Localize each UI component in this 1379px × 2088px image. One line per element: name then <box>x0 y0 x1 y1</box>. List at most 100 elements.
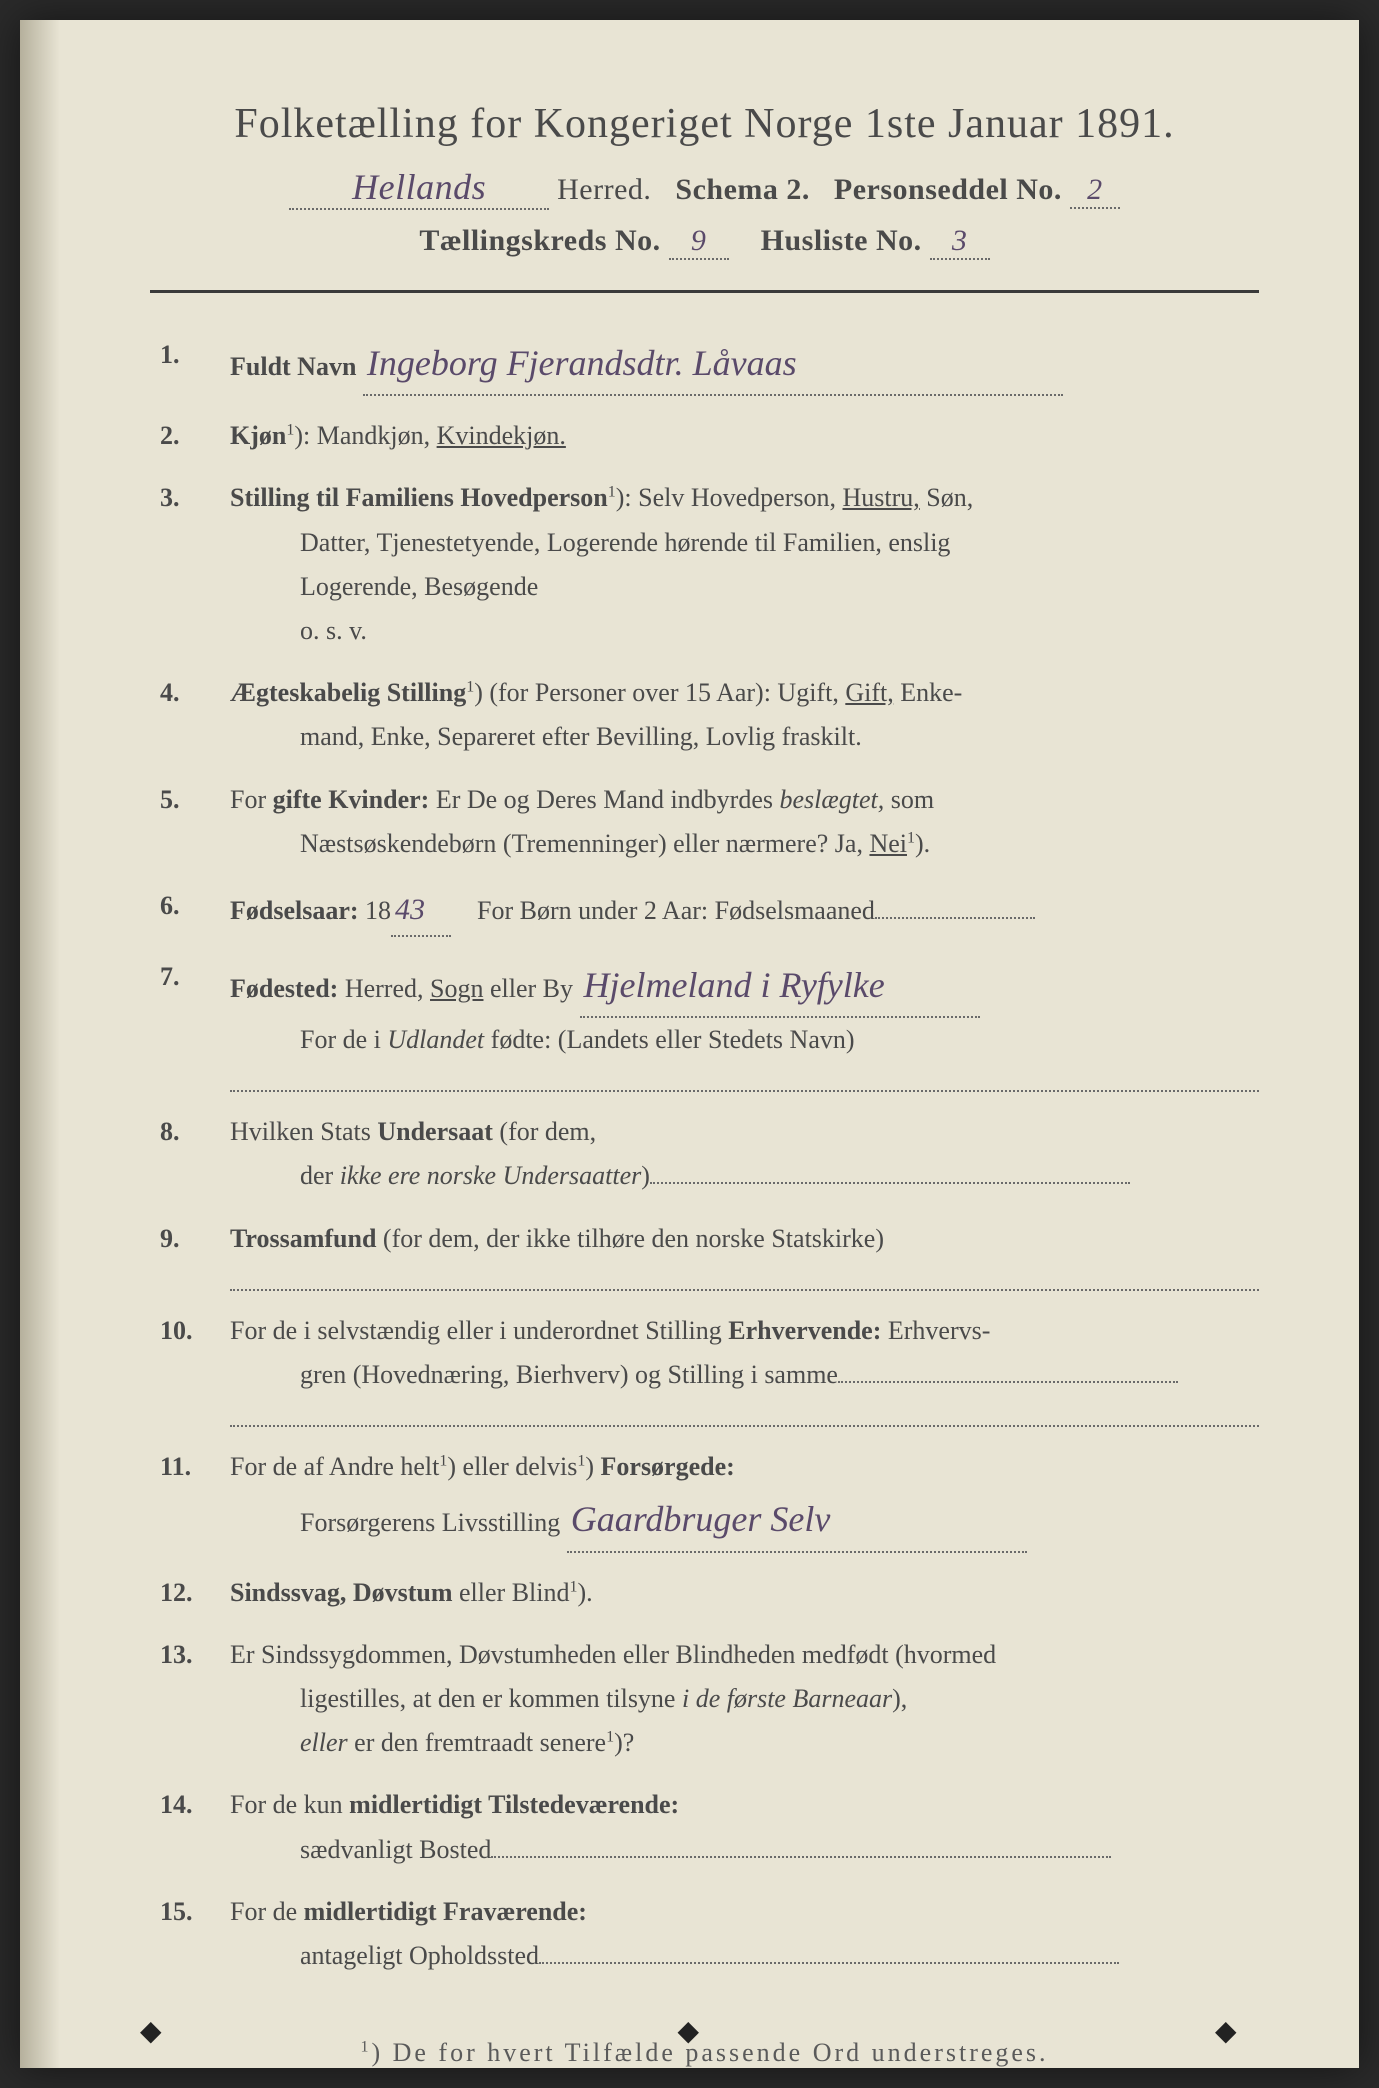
text-ital: eller <box>300 1728 348 1757</box>
text-ital: ikke ere norske Undersaatter <box>340 1161 642 1190</box>
text: ). <box>578 1578 593 1607</box>
pin-icon: ◆ <box>1215 2014 1239 2038</box>
item-body: For gifte Kvinder: Er De og Deres Mand i… <box>230 778 1259 866</box>
census-form-page: Folketælling for Kongeriget Norge 1ste J… <box>20 20 1359 2068</box>
text: Næstsøskendebørn (Tremenninger) eller næ… <box>300 829 869 858</box>
item-num: 5. <box>160 778 230 866</box>
text: sædvanligt Bosted <box>300 1835 491 1864</box>
birthplace-value: Hjelmeland i Ryfylke <box>580 955 980 1018</box>
year-value: 43 <box>391 884 451 937</box>
field-label: Ægteskabelig Stilling <box>230 678 466 707</box>
item-11: 11. For de af Andre helt1) eller delvis1… <box>160 1445 1259 1552</box>
item-15: 15. For de midlertidigt Fraværende: anta… <box>160 1890 1259 1978</box>
item-7: 7. Fødested: Herred, Sogn eller By Hjelm… <box>160 955 1259 1092</box>
item-1: 1. Fuldt Navn Ingeborg Fjerandsdtr. Låva… <box>160 333 1259 396</box>
text: )? <box>614 1728 634 1757</box>
text: gren (Hovednæring, Bierhverv) og Stillin… <box>300 1360 838 1389</box>
text: Herred, <box>338 974 430 1003</box>
item-body: For de midlertidigt Fraværende: antageli… <box>230 1890 1259 1978</box>
text: (for dem, <box>493 1117 596 1146</box>
item-body: Er Sindssygdommen, Døvstumheden eller Bl… <box>230 1633 1259 1766</box>
item-num: 15. <box>160 1890 230 1978</box>
item-num: 9. <box>160 1217 230 1291</box>
item-body: For de kun midlertidigt Tilstedeværende:… <box>230 1783 1259 1871</box>
item-body: For de af Andre helt1) eller delvis1) Fo… <box>230 1445 1259 1552</box>
pin-icon: ◆ <box>140 2014 164 2038</box>
item-4: 4. Ægteskabelig Stilling1) (for Personer… <box>160 671 1259 759</box>
item-num: 12. <box>160 1571 230 1615</box>
selected-value: Sogn <box>430 974 483 1003</box>
text-line: gren (Hovednæring, Bierhverv) og Stillin… <box>230 1353 1259 1397</box>
text: ), <box>892 1684 907 1713</box>
selected-value: Hustru, <box>843 483 920 512</box>
text: For de kun <box>230 1790 349 1819</box>
text: eller Blind <box>453 1578 570 1607</box>
field-label: Trossamfund <box>230 1224 376 1253</box>
text: Erhvervs- <box>881 1316 990 1345</box>
sup: 1 <box>570 1578 578 1595</box>
text: ) eller delvis <box>447 1452 577 1481</box>
text: som <box>884 785 934 814</box>
text: Er Sindssygdommen, Døvstumheden eller Bl… <box>230 1640 996 1669</box>
text: ) (for Personer over 15 Aar): Ugift, <box>474 678 845 707</box>
item-body: Hvilken Stats Undersaat (for dem, der ik… <box>230 1110 1259 1198</box>
blank-field <box>650 1182 1130 1184</box>
text-line: Datter, Tjenestetyende, Logerende hørend… <box>230 521 1259 565</box>
husliste-no: 3 <box>930 224 990 260</box>
blank-field <box>838 1381 1178 1383</box>
item-body: Sindssvag, Døvstum eller Blind1). <box>230 1571 1259 1615</box>
item-num: 6. <box>160 884 230 937</box>
divider <box>150 290 1259 293</box>
text: Er De og Deres Mand indbyrdes <box>429 785 779 814</box>
text: Søn, <box>920 483 973 512</box>
herred-line: Hellands Herred. Schema 2. Personseddel … <box>150 166 1259 210</box>
item-body: Ægteskabelig Stilling1) (for Personer ov… <box>230 671 1259 759</box>
field-label: gifte Kvinder: <box>273 785 430 814</box>
text: ): Selv Hovedperson, <box>616 483 843 512</box>
item-body: For de i selvstændig eller i underordnet… <box>230 1309 1259 1427</box>
provider-value: Gaardbruger Selv <box>567 1489 1027 1552</box>
field-label: Undersaat <box>377 1117 493 1146</box>
text-line: Næstsøskendebørn (Tremenninger) eller næ… <box>230 822 1259 866</box>
text: For de i selvstændig eller i underordnet… <box>230 1316 728 1345</box>
pin-icon: ◆ <box>678 2014 702 2038</box>
text-line: mand, Enke, Separeret efter Bevilling, L… <box>230 715 1259 759</box>
text-line: For de i Udlandet fødte: (Landets eller … <box>230 1018 1259 1062</box>
item-num: 2. <box>160 414 230 458</box>
text-ital: i de første Barneaar <box>682 1684 892 1713</box>
field-label: Erhvervende: <box>728 1316 881 1345</box>
text-line: antageligt Opholdssted <box>230 1934 1259 1978</box>
item-num: 13. <box>160 1633 230 1766</box>
sup: 1 <box>606 1728 614 1745</box>
text-ital: Udlandet <box>387 1025 484 1054</box>
text: For de af Andre helt <box>230 1452 439 1481</box>
schema-label: Schema 2. <box>675 173 810 206</box>
footnote-text: ) De for hvert Tilfælde passende Ord und… <box>371 2038 1048 2067</box>
husliste-label: Husliste No. <box>761 224 922 257</box>
selected-value: Gift, <box>845 678 893 707</box>
herred-value: Hellands <box>289 166 549 210</box>
personseddel-label: Personseddel No. <box>834 173 1062 206</box>
item-body: Trossamfund (for dem, der ikke tilhøre d… <box>230 1217 1259 1291</box>
kreds-label: Tællingskreds No. <box>419 224 660 257</box>
text: der <box>300 1161 340 1190</box>
text: eller By <box>483 974 573 1003</box>
text: For de i <box>300 1025 387 1054</box>
text: (for dem, der ikke tilhøre den norske St… <box>376 1224 884 1253</box>
kreds-no: 9 <box>669 224 729 260</box>
field-label: Sindssvag, Døvstum <box>230 1578 453 1607</box>
text-line: Forsørgerens Livsstilling Gaardbruger Se… <box>230 1489 1259 1552</box>
blank-field <box>491 1856 1111 1858</box>
item-num: 3. <box>160 476 230 653</box>
text: ) <box>585 1452 600 1481</box>
text-line: der ikke ere norske Undersaatter) <box>230 1154 1259 1198</box>
item-num: 7. <box>160 955 230 1092</box>
herred-label: Herred. <box>557 173 651 206</box>
footnote: 1) De for hvert Tilfælde passende Ord un… <box>150 2038 1259 2068</box>
blank-line <box>230 1403 1259 1427</box>
form-items: 1. Fuldt Navn Ingeborg Fjerandsdtr. Låva… <box>150 333 1259 1978</box>
item-6: 6. Fødselsaar: 1843 For Børn under 2 Aar… <box>160 884 1259 937</box>
field-label: Fødselsaar: <box>230 896 359 925</box>
item-num: 11. <box>160 1445 230 1552</box>
item-body: Fødselsaar: 1843 For Børn under 2 Aar: F… <box>230 884 1259 937</box>
